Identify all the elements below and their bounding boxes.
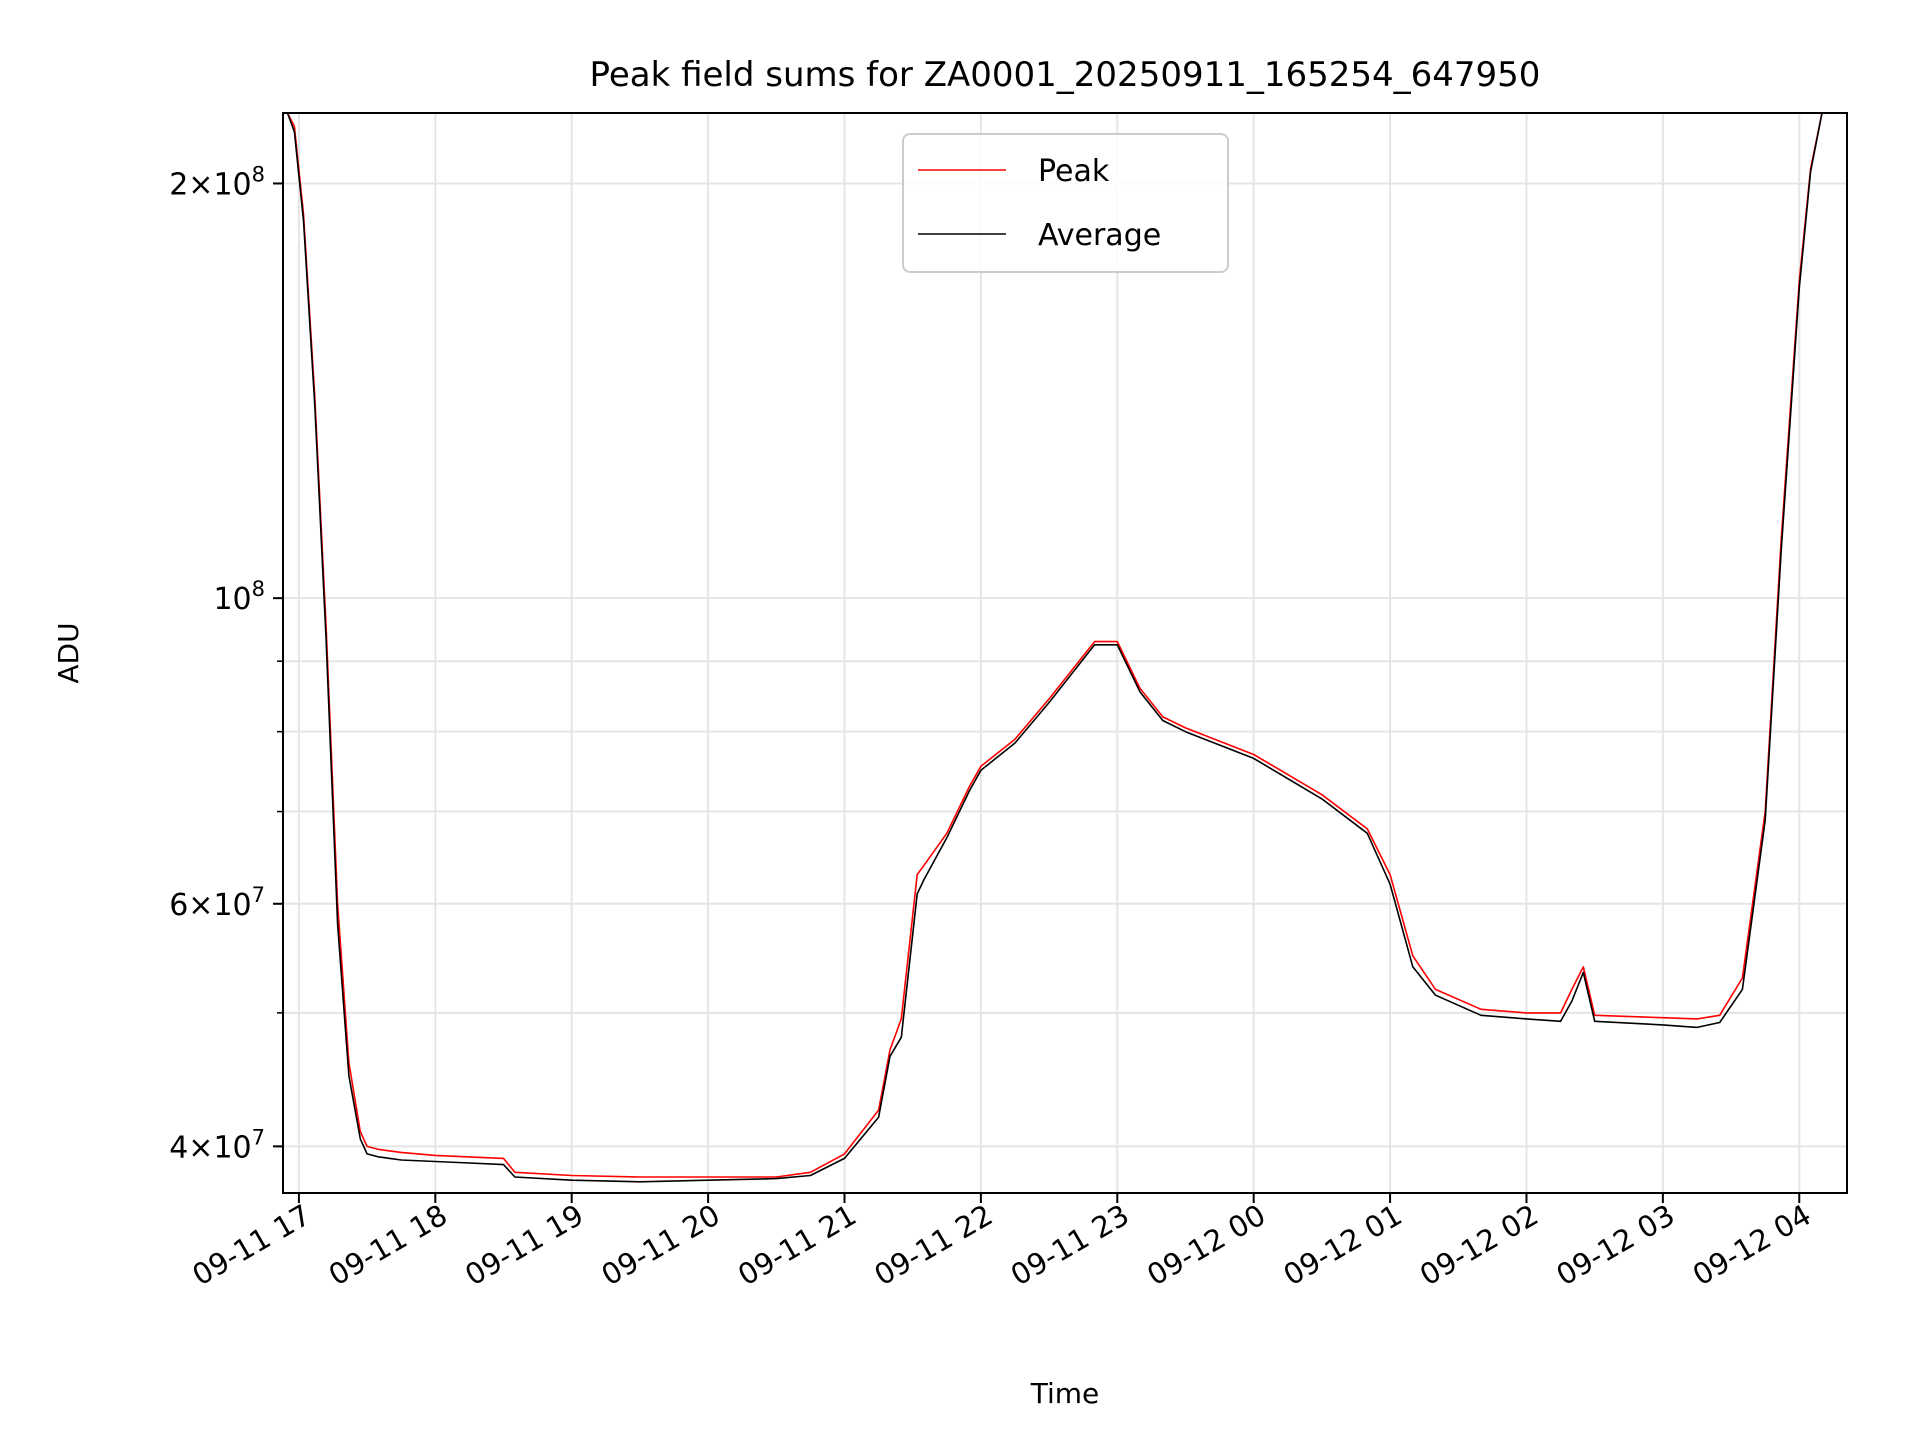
legend-box [902,133,1229,273]
y-axis: 4×107 6×107 108 2×108 [169,162,283,1165]
series-group [283,113,1847,1183]
series-line-peak [283,113,1847,1178]
series-line-average [283,113,1847,1183]
y-tick-label: 4×107 [169,1125,265,1165]
y-axis-label: ADU [52,622,85,683]
x-axis-label: Time [1030,1377,1100,1410]
y-tick-label: 108 [213,577,265,617]
legend-label-average: Average [1038,218,1161,253]
legend: Peak Average [902,133,1229,273]
plot-frame [282,112,1848,1194]
legend-label-peak: Peak [1038,154,1110,189]
y-tick-label: 2×108 [169,162,265,202]
y-tick-label: 6×107 [169,883,265,923]
grid-lines [283,113,1847,1193]
chart-title: Peak field sums for ZA0001_20250911_1652… [590,55,1541,95]
